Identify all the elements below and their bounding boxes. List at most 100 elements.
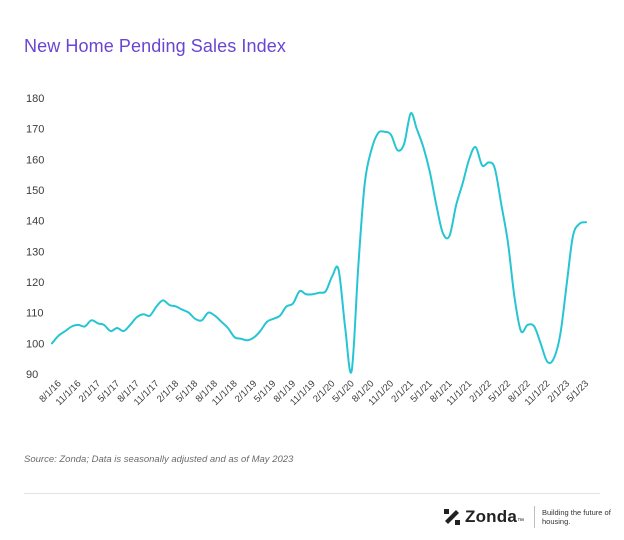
data-point bbox=[214, 315, 216, 317]
data-point bbox=[325, 290, 327, 292]
logo-tagline: Building the future of housing. bbox=[542, 508, 611, 526]
data-point bbox=[84, 325, 86, 327]
x-axis: 8/1/1611/1/162/1/175/1/178/1/1711/1/172/… bbox=[37, 378, 591, 408]
data-point bbox=[58, 335, 60, 337]
y-tick-label: 150 bbox=[26, 185, 44, 197]
data-point bbox=[572, 235, 574, 237]
data-points bbox=[51, 112, 587, 372]
data-point bbox=[116, 327, 118, 329]
data-point bbox=[357, 266, 359, 268]
data-point bbox=[175, 306, 177, 308]
y-tick-label: 90 bbox=[26, 369, 38, 381]
data-point bbox=[494, 168, 496, 170]
data-point bbox=[90, 319, 92, 321]
data-point bbox=[455, 204, 457, 206]
data-point bbox=[136, 316, 138, 318]
data-point bbox=[234, 336, 236, 338]
data-point bbox=[272, 318, 274, 320]
y-tick-label: 170 bbox=[26, 124, 44, 136]
footer-divider bbox=[24, 493, 600, 494]
data-point bbox=[579, 223, 581, 225]
data-point bbox=[221, 321, 223, 323]
logo-wordmark: Zonda bbox=[465, 507, 517, 526]
data-point bbox=[351, 370, 353, 372]
data-point bbox=[292, 302, 294, 304]
zonda-logo: Zonda ™ Building the future of housing. bbox=[444, 505, 612, 529]
y-axis: 90 100 110 120 130 140 150 160 170 180 bbox=[26, 93, 44, 381]
data-point bbox=[410, 112, 412, 114]
data-point bbox=[481, 164, 483, 166]
series-line bbox=[51, 112, 587, 374]
data-point bbox=[259, 330, 261, 332]
y-tick-label: 140 bbox=[26, 216, 44, 228]
logo-trademark: ™ bbox=[517, 518, 524, 525]
data-point bbox=[462, 183, 464, 185]
data-point bbox=[207, 312, 209, 314]
y-tick-label: 100 bbox=[26, 338, 44, 350]
data-point bbox=[227, 327, 229, 329]
data-point bbox=[142, 313, 144, 315]
data-point bbox=[299, 290, 301, 292]
data-point bbox=[514, 296, 516, 298]
x-tick-label: 5/1/23 bbox=[565, 378, 591, 404]
data-point bbox=[181, 309, 183, 311]
data-point bbox=[344, 327, 346, 329]
data-point bbox=[475, 146, 477, 148]
data-point bbox=[585, 221, 587, 223]
data-point bbox=[64, 330, 66, 332]
y-tick-label: 110 bbox=[26, 308, 44, 320]
data-point bbox=[559, 333, 561, 335]
data-point bbox=[370, 149, 372, 151]
data-point bbox=[488, 161, 490, 163]
data-point bbox=[553, 358, 555, 360]
line-chart: 90 100 110 120 130 140 150 160 170 180 8/1/1611/1… bbox=[26, 93, 591, 408]
data-point bbox=[71, 325, 73, 327]
data-point bbox=[247, 339, 249, 341]
data-point bbox=[312, 293, 314, 295]
data-point bbox=[97, 322, 99, 324]
data-point bbox=[285, 306, 287, 308]
data-point bbox=[429, 171, 431, 173]
data-point bbox=[266, 321, 268, 323]
y-tick-label: 160 bbox=[26, 154, 44, 166]
data-point bbox=[110, 330, 112, 332]
data-point bbox=[318, 292, 320, 294]
y-tick-label: 120 bbox=[26, 277, 44, 289]
data-point bbox=[507, 241, 509, 243]
data-point bbox=[377, 132, 379, 134]
data-point bbox=[338, 269, 340, 271]
data-point bbox=[422, 146, 424, 148]
data-point bbox=[194, 318, 196, 320]
data-point bbox=[169, 304, 171, 306]
source-note: Source: Zonda; Data is seasonally adjust… bbox=[24, 454, 294, 465]
data-point bbox=[364, 183, 366, 185]
y-tick-label: 130 bbox=[26, 246, 44, 258]
zonda-mark-icon bbox=[444, 509, 460, 525]
data-point bbox=[305, 293, 307, 295]
data-point bbox=[51, 342, 53, 344]
data-point bbox=[188, 312, 190, 314]
logo-separator bbox=[534, 506, 535, 528]
data-point bbox=[468, 158, 470, 160]
data-point bbox=[533, 325, 535, 327]
data-point bbox=[240, 338, 242, 340]
data-point bbox=[442, 232, 444, 234]
data-point bbox=[123, 330, 125, 332]
data-point bbox=[383, 131, 385, 133]
data-point bbox=[162, 299, 164, 301]
data-point bbox=[527, 324, 529, 326]
data-point bbox=[149, 315, 151, 317]
data-point bbox=[416, 128, 418, 130]
data-point bbox=[77, 324, 79, 326]
data-point bbox=[396, 149, 398, 151]
data-point bbox=[520, 330, 522, 332]
data-point bbox=[279, 315, 281, 317]
data-point bbox=[448, 235, 450, 237]
data-point bbox=[129, 324, 131, 326]
data-point bbox=[201, 319, 203, 321]
data-point bbox=[566, 281, 568, 283]
data-point bbox=[546, 361, 548, 363]
data-point bbox=[253, 336, 255, 338]
chart-title: New Home Pending Sales Index bbox=[24, 36, 286, 56]
data-point bbox=[403, 143, 405, 145]
